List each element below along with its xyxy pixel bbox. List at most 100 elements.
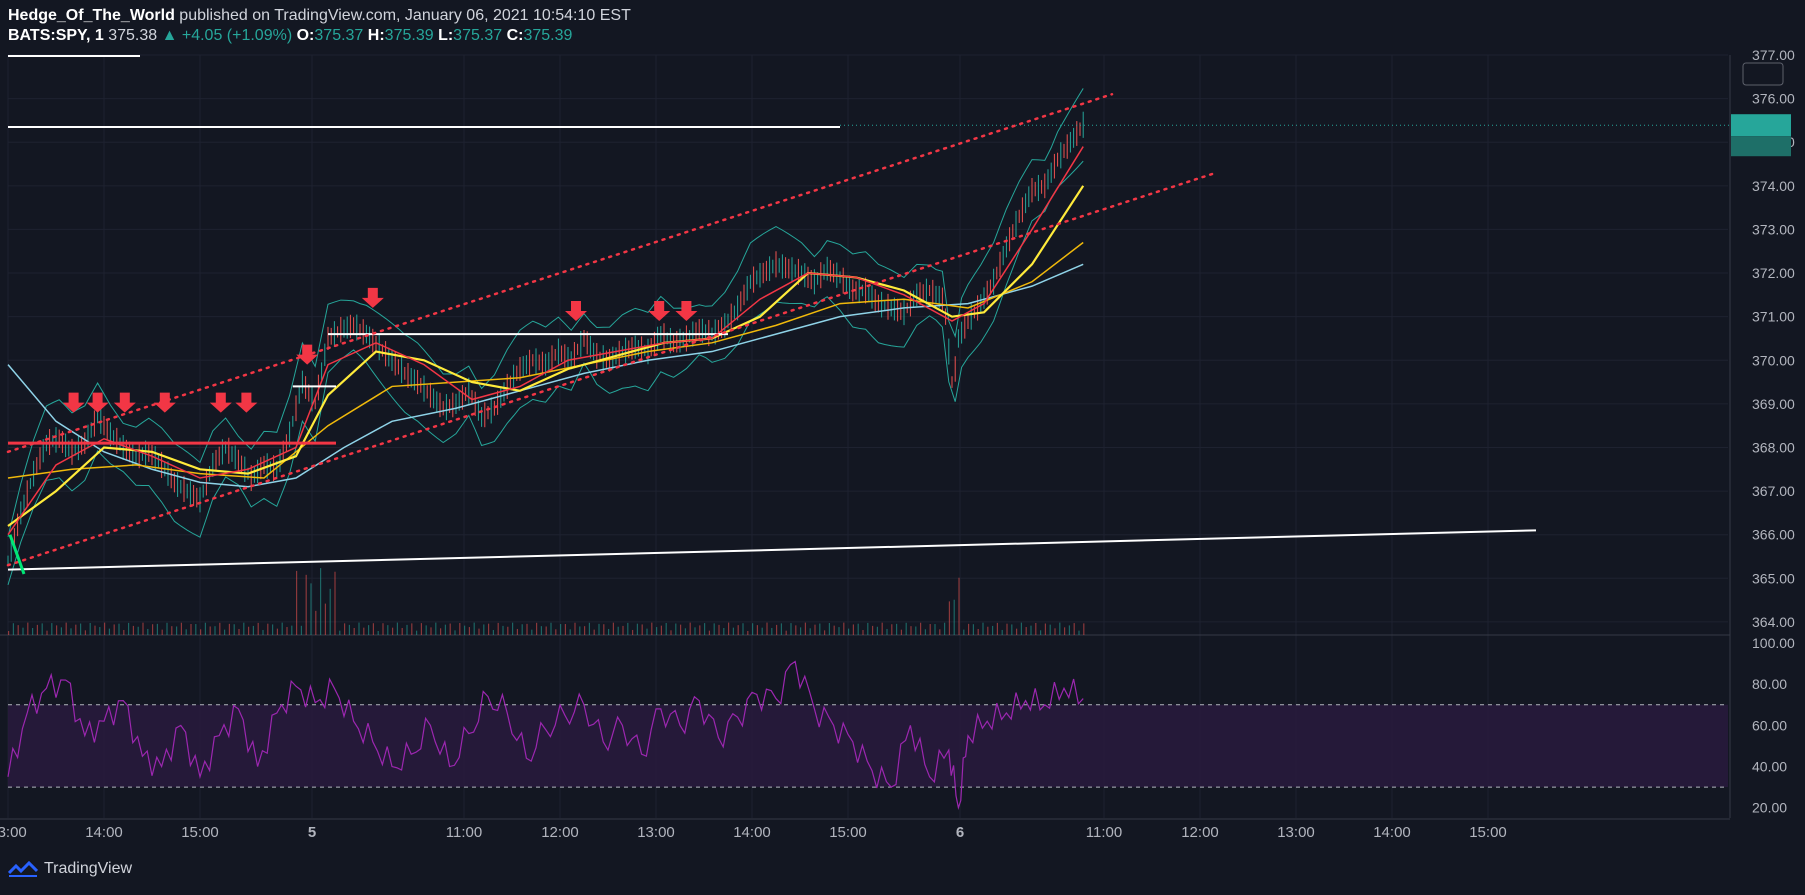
volume-bar (166, 622, 168, 635)
volume-bar (473, 622, 475, 635)
price-tick-label: 370.00 (1752, 352, 1795, 368)
volume-bar (588, 622, 590, 635)
volume-bar (185, 629, 187, 635)
volume-bar (84, 630, 86, 635)
volume-bar (344, 623, 346, 635)
volume-bar (848, 628, 850, 635)
volume-bar (987, 626, 989, 635)
price-chart[interactable]: 377.00376.00375.00374.00373.00372.00371.… (0, 0, 1805, 850)
volume-bar (272, 624, 274, 635)
volume-bar (536, 622, 538, 635)
volume-bar (401, 627, 403, 635)
volume-bar (243, 622, 245, 635)
volume-bar (156, 623, 158, 635)
grid-lines (7, 54, 1728, 818)
volume-bar (396, 622, 398, 635)
volume-bar (728, 622, 730, 635)
volume-bar (56, 625, 58, 635)
volume-bar (785, 630, 787, 635)
volume-bar (872, 625, 874, 635)
close-value: 375.39 (523, 27, 573, 44)
rsi-tick-label: 100.00 (1752, 635, 1795, 651)
volume-bar (852, 624, 854, 635)
rsi-tick-label: 60.00 (1752, 717, 1787, 733)
tradingview-logo-icon (8, 861, 38, 877)
time-tick-label: 6 (956, 824, 964, 841)
volume-bar (214, 626, 216, 635)
volume-bar (939, 629, 941, 635)
volume-bar (996, 622, 998, 635)
volume-bar (262, 629, 264, 635)
volume-bar (507, 626, 509, 635)
volume-bar (219, 622, 221, 635)
volume-bar (132, 625, 134, 635)
volume-bar (406, 624, 408, 635)
down-arrow-marker-icon (235, 392, 258, 413)
footer: TradingView (8, 860, 132, 878)
symbol-label[interactable]: BATS:SPY, 1 (8, 27, 104, 44)
volume-bar (276, 628, 278, 635)
volume-bar (363, 627, 365, 635)
volume-bar (876, 626, 878, 635)
volume-bar (665, 622, 667, 635)
rsi-tick-label: 20.00 (1752, 800, 1787, 816)
down-arrow-marker-icon (675, 301, 698, 322)
volume-bar (430, 627, 432, 635)
volume-bar (488, 623, 490, 635)
volume-bar (224, 629, 226, 635)
volume-bar (670, 630, 672, 635)
volume-bar (12, 623, 14, 635)
high-value: 375.39 (384, 27, 434, 44)
volume-bar (411, 623, 413, 635)
volume-bar (368, 625, 370, 635)
rsi-line (7, 660, 1084, 811)
volume-bar (300, 625, 302, 635)
volume-bar (315, 610, 317, 635)
volume-bar (593, 629, 595, 635)
volume-bar (1001, 629, 1003, 635)
volume-bar (934, 624, 936, 635)
brand-name[interactable]: TradingView (44, 860, 133, 877)
volume-bar (387, 625, 389, 635)
volume-bar (603, 624, 605, 635)
volume-bar (747, 630, 749, 635)
volume-bar (171, 626, 173, 635)
volume-bar (147, 628, 149, 635)
volume-bar (1049, 624, 1051, 635)
volume-bar (790, 623, 792, 635)
volume-bar (1064, 627, 1066, 635)
volume-bar (420, 623, 422, 635)
volume-bar (137, 626, 139, 635)
volume-bar (1068, 625, 1070, 635)
volume-bar (780, 623, 782, 635)
volume-bar (123, 629, 125, 635)
volume-bar (843, 622, 845, 635)
volume-bar (900, 629, 902, 635)
volume-bar (233, 624, 235, 635)
bollinger-lower-line (7, 160, 1084, 585)
volume-bar (584, 626, 586, 635)
time-tick-label: 14:00 (85, 824, 123, 841)
volume-bar (704, 623, 706, 635)
volume-bar (392, 627, 394, 635)
rsi-band-fill (8, 704, 1728, 788)
price-tick-label: 367.00 (1752, 483, 1795, 499)
ma-yellow-line (7, 185, 1085, 527)
low-value: 375.37 (453, 27, 503, 44)
volume-bar (329, 588, 331, 635)
author-name[interactable]: Hedge_Of_The_World (8, 7, 175, 24)
volume-bar (569, 629, 571, 635)
volume-bar (742, 623, 744, 635)
down-arrow-marker-icon (296, 344, 319, 365)
time-tick-label: 5 (308, 824, 316, 841)
volume-bar (1006, 623, 1008, 635)
volume-bar (267, 623, 269, 635)
volume-bar (550, 622, 552, 635)
volume-bar (320, 568, 322, 635)
down-arrow-marker-icon (361, 287, 384, 308)
down-arrow-marker-icon (86, 392, 109, 413)
volume-bar (17, 625, 19, 635)
volume-bar (632, 629, 634, 635)
down-arrow-marker-icon (209, 392, 232, 413)
price-tick-label: 366.00 (1752, 527, 1795, 543)
